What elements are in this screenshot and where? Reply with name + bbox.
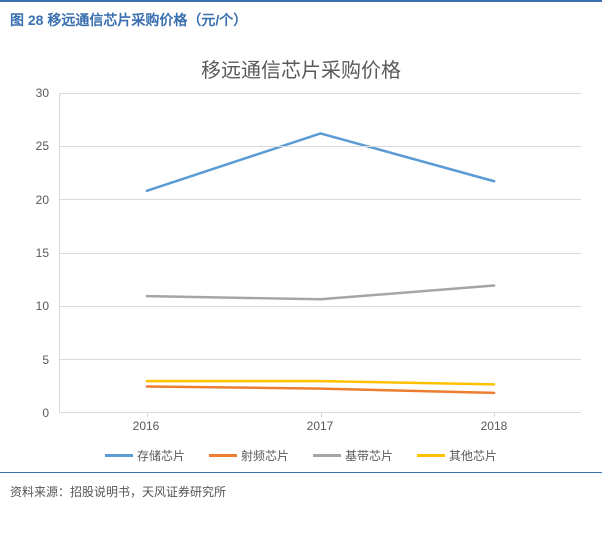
series-line xyxy=(147,386,494,392)
y-tick-label: 30 xyxy=(36,86,49,100)
x-tick-label: 2017 xyxy=(307,419,334,433)
x-tick-label: 2016 xyxy=(133,419,160,433)
legend-label: 存储芯片 xyxy=(137,447,185,464)
legend-label: 射频芯片 xyxy=(241,447,289,464)
chart-title: 移远通信芯片采购价格 xyxy=(11,36,591,93)
gridline xyxy=(60,93,581,94)
series-line xyxy=(147,285,494,299)
x-axis-labels: 2016 2017 2018 xyxy=(59,413,581,439)
legend-swatch xyxy=(105,454,133,457)
y-tick-label: 5 xyxy=(42,353,49,367)
gridline xyxy=(60,253,581,254)
gridline xyxy=(60,306,581,307)
y-axis: 051015202530 xyxy=(11,93,55,413)
plot-wrapper: 051015202530 xyxy=(11,93,591,413)
series-line xyxy=(147,381,494,384)
legend-label: 基带芯片 xyxy=(345,447,393,464)
gridline xyxy=(60,146,581,147)
chart-legend: 存储芯片 射频芯片 基带芯片 其他芯片 xyxy=(11,439,591,468)
source-citation: 资料来源：招股说明书，天风证券研究所 xyxy=(10,483,592,500)
series-line xyxy=(147,133,494,190)
gridline xyxy=(60,199,581,200)
y-tick-label: 0 xyxy=(42,406,49,420)
legend-swatch xyxy=(209,454,237,457)
figure-footer: 资料来源：招股说明书，天风证券研究所 xyxy=(0,472,602,500)
plot-region xyxy=(59,93,581,413)
legend-swatch xyxy=(417,454,445,457)
legend-item: 基带芯片 xyxy=(313,447,393,464)
legend-swatch xyxy=(313,454,341,457)
y-tick-label: 20 xyxy=(36,193,49,207)
figure-caption: 图 28 移远通信芯片采购价格（元/个） xyxy=(10,10,592,30)
y-tick-label: 25 xyxy=(36,139,49,153)
legend-item: 射频芯片 xyxy=(209,447,289,464)
figure-header: 图 28 移远通信芯片采购价格（元/个） xyxy=(0,0,602,36)
chart-container: 移远通信芯片采购价格 0 5 10 15 20 25 30 2016 2017 2018 存储芯… xyxy=(11,36,591,466)
y-tick-label: 15 xyxy=(36,246,49,260)
legend-item: 其他芯片 xyxy=(417,447,497,464)
legend-item: 存储芯片 xyxy=(105,447,185,464)
gridline xyxy=(60,359,581,360)
legend-label: 其他芯片 xyxy=(449,447,497,464)
y-tick-label: 10 xyxy=(36,299,49,313)
x-tick-label: 2018 xyxy=(481,419,508,433)
